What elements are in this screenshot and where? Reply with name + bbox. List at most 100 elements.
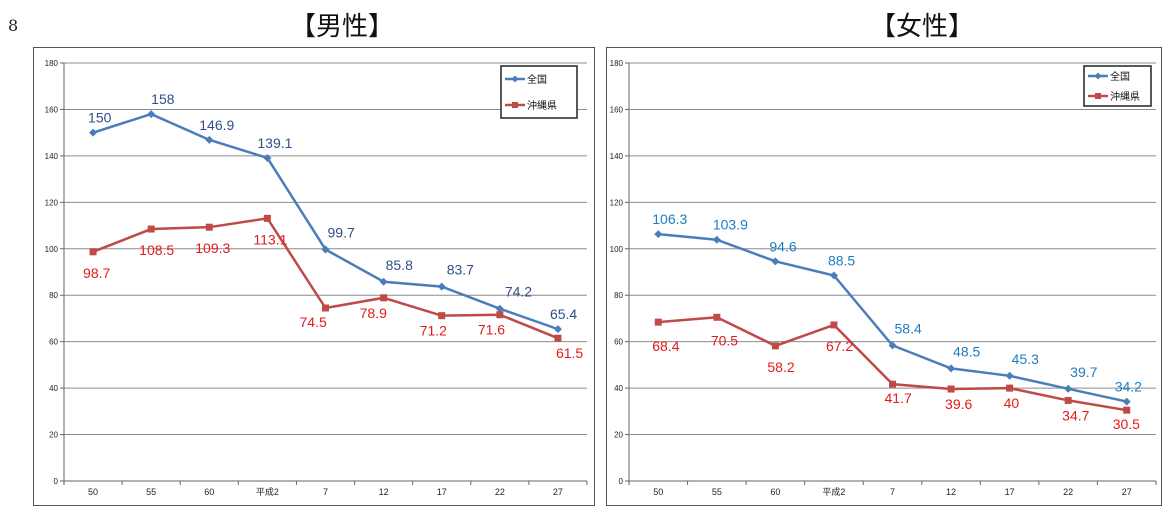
x-tick-label: 50 [653,487,663,497]
x-tick-label: 7 [890,487,895,497]
y-tick-label: 180 [45,59,59,68]
data-point-okinawa [89,248,97,256]
data-label-okinawa: 78.9 [360,305,387,321]
data-label-national: 106.3 [652,211,687,227]
x-tick-label: 50 [88,487,98,497]
x-tick-label: 60 [770,487,780,497]
y-tick-label: 160 [610,105,624,114]
data-point-okinawa [380,294,388,302]
data-point-okinawa [147,225,155,233]
data-point-national [437,282,446,291]
series-line-national [92,112,559,331]
data-point-okinawa [322,304,329,312]
y-tick-label: 40 [49,384,58,393]
legend-label-national: 全国 [527,73,547,86]
data-point-okinawa [496,311,504,319]
data-label-national: 146.9 [199,117,234,133]
x-tick-label: 7 [323,487,328,497]
x-tick-label: 27 [553,487,563,497]
data-label-national: 99.7 [328,224,355,240]
data-point-national [712,235,721,244]
data-point-national [553,325,562,334]
x-tick-label: 22 [1063,487,1073,497]
chart-female-panel: 0 20 40 60 80 100 120 140 160 180 50 55 60 平成2 7 12 17 22… [606,47,1162,506]
data-point-okinawa [654,318,662,326]
data-label-national: 158 [151,91,175,107]
data-label-okinawa: 113.1 [253,231,287,247]
data-label-national: 85.8 [386,257,413,273]
x-tick-label: 60 [204,487,214,497]
chart-male-svg: 0 20 40 60 80 100 120 140 160 180 50 55 60 平成2 7 12 17 22… [45,59,588,497]
chart-male-panel: 0 20 40 60 80 100 120 140 160 180 50 55 60 平成2 7 12 17 22… [33,47,595,506]
chart-female-svg: 0 20 40 60 80 100 120 140 160 180 50 55 60 平成2 7 12 17 22… [610,59,1157,497]
data-label-national: 34.2 [1115,379,1142,395]
x-tick-label: 平成2 [822,486,845,497]
legend-label-okinawa: 沖縄県 [527,99,557,112]
data-label-okinawa: 40 [1004,395,1020,411]
legend-swatch-marker [1095,93,1101,99]
x-tick-label: 12 [946,487,956,497]
data-label-national: 150 [88,110,112,126]
data-label-national: 58.4 [895,320,922,336]
legend-swatch-marker [1094,72,1102,80]
data-point-national [205,135,214,144]
data-point-national [947,364,956,373]
data-point-national [1064,384,1073,393]
x-tick-label: 17 [1005,487,1015,497]
y-tick-label: 60 [614,338,623,347]
data-label-national: 88.5 [828,252,855,268]
data-point-okinawa [1123,406,1131,414]
data-point-okinawa [713,313,721,321]
data-label-okinawa: 71.2 [420,323,447,339]
data-point-okinawa [438,312,446,320]
series-line-national [658,232,1127,403]
data-point-national [263,153,272,162]
data-point-okinawa [554,334,562,342]
data-label-okinawa: 67.2 [826,338,853,354]
y-tick-label: 20 [49,431,58,440]
y-tick-label: 80 [49,291,58,300]
data-label-national: 48.5 [953,343,980,359]
y-tick-label: 60 [49,338,58,347]
data-label-okinawa: 58.2 [767,359,794,375]
data-point-national [379,277,388,286]
data-point-okinawa [947,385,955,393]
data-point-okinawa [830,321,838,329]
data-label-okinawa: 70.5 [711,332,738,348]
data-point-national [147,110,156,119]
x-tick-label: 55 [712,487,722,497]
y-tick-label: 40 [614,384,623,393]
y-tick-label: 100 [45,245,59,254]
data-point-national [495,304,504,313]
data-label-okinawa: 61.5 [556,345,583,361]
data-point-national [829,271,838,280]
data-label-national: 45.3 [1012,351,1039,367]
data-label-okinawa: 30.5 [1113,416,1140,432]
x-tick-label: 12 [379,487,389,497]
data-label-national: 39.7 [1070,364,1097,380]
data-label-okinawa: 98.7 [83,265,110,281]
data-label-okinawa: 41.7 [885,390,912,406]
data-label-okinawa: 74.5 [300,314,327,330]
legend-swatch-marker [512,102,518,108]
data-point-okinawa [205,223,213,231]
y-tick-label: 0 [619,477,624,486]
x-tick-label: 17 [437,487,447,497]
legend-box [500,65,578,119]
data-label-national: 65.4 [550,306,577,322]
x-tick-label: 27 [1122,487,1132,497]
y-tick-label: 20 [614,431,623,440]
data-point-national [1122,397,1131,406]
data-point-okinawa [1064,396,1072,404]
data-label-national: 94.6 [769,238,796,254]
data-label-okinawa: 71.6 [478,322,505,338]
data-point-national [89,128,98,137]
x-tick-label: 平成2 [256,486,279,497]
data-point-national [1005,371,1014,380]
legend-swatch-marker [511,75,519,83]
data-point-okinawa [263,214,271,222]
data-label-national: 83.7 [447,262,474,278]
y-tick-label: 80 [614,291,623,300]
data-point-national [888,341,897,350]
data-point-national [321,245,330,254]
